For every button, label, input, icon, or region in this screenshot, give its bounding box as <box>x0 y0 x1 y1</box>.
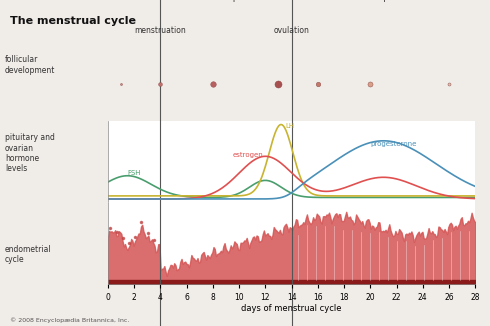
Text: The menstrual cycle: The menstrual cycle <box>10 16 136 26</box>
Text: menstruation: menstruation <box>134 26 186 35</box>
Text: ovulation: ovulation <box>273 26 310 35</box>
Text: © 2008 Encyclopædia Britannica, Inc.: © 2008 Encyclopædia Britannica, Inc. <box>10 317 129 323</box>
Text: progesterone: progesterone <box>370 141 416 147</box>
Text: estrogen: estrogen <box>232 152 263 158</box>
Text: luteal phase: luteal phase <box>358 0 409 2</box>
X-axis label: days of menstrual cycle: days of menstrual cycle <box>241 304 342 313</box>
Text: follicular
development: follicular development <box>5 55 55 75</box>
Text: FSH: FSH <box>127 170 141 176</box>
Text: follicular phase: follicular phase <box>194 0 258 2</box>
Text: pituitary and
ovarian
hormone
levels: pituitary and ovarian hormone levels <box>5 133 55 173</box>
Text: endometrial
cycle: endometrial cycle <box>5 244 51 264</box>
Text: LH: LH <box>285 123 294 129</box>
